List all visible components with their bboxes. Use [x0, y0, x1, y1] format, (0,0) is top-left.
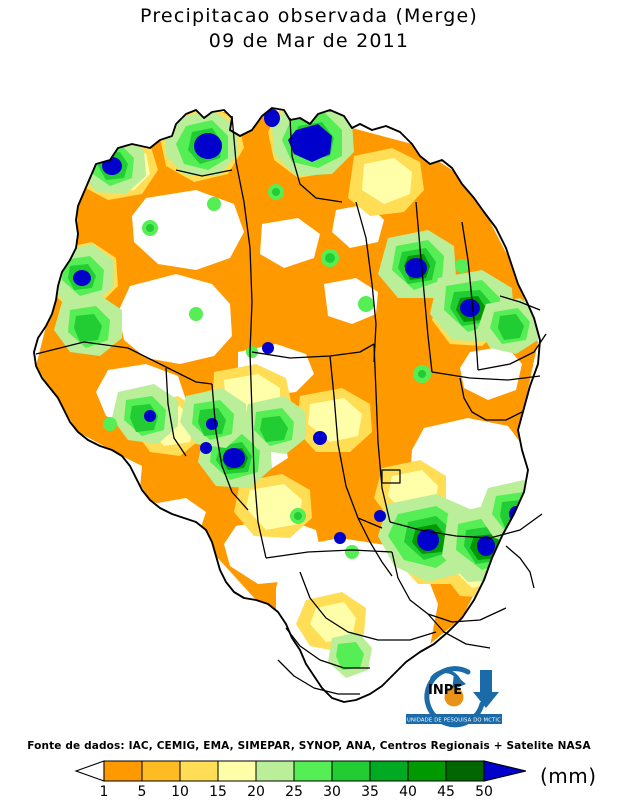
precipitation-map [0, 52, 618, 732]
colorbar-tick: 40 [399, 784, 417, 798]
colorbar-ticks: 1 5 10 15 20 25 30 35 40 45 50 [100, 784, 493, 798]
data-source-text: Fonte de dados: IAC, CEMIG, EMA, SIMEPAR… [27, 740, 591, 752]
colorbar-tick: 45 [437, 784, 455, 798]
colorbar-tick: 35 [361, 784, 379, 798]
brazil-outline [33, 107, 541, 703]
colorbar-tick: 20 [247, 784, 265, 798]
logo-wordmark: INPE [428, 683, 462, 698]
colorbar-unit-label: (mm) [540, 764, 597, 788]
legend-block: Fonte de dados: IAC, CEMIG, EMA, SIMEPAR… [0, 740, 618, 798]
colorbar-tick: 50 [475, 784, 493, 798]
colorbar-tick: 5 [138, 784, 147, 798]
inpe-logo: INPE UNIDADE DE PESQUISA DO MCTIC [396, 652, 512, 728]
colorbar-under-arrow [74, 760, 105, 782]
page-title: Precipitacao observada (Merge) [140, 5, 478, 27]
logo-orange-sphere [444, 687, 464, 707]
state-borders [35, 115, 547, 695]
colorbar-over-arrow [483, 760, 527, 782]
logo-tagline: UNIDADE DE PESQUISA DO MCTIC [407, 718, 501, 724]
colorbar-tick: 1 [100, 784, 109, 798]
colorbar-tick: 25 [285, 784, 303, 798]
title-block: Precipitacao observada (Merge) 09 de Mar… [0, 4, 618, 54]
colorbar-tick: 10 [171, 784, 189, 798]
logo-inner-arrowhead [452, 674, 466, 690]
logo-banner [406, 714, 502, 724]
inpe-logo-svg: INPE UNIDADE DE PESQUISA DO MCTIC [406, 666, 502, 728]
colorbar-tick: 30 [323, 784, 341, 798]
colorbar-svg: 1 5 10 15 20 25 30 35 40 45 50 [74, 760, 527, 798]
logo-up-arrow [473, 670, 499, 708]
colorbar-bands [103, 760, 485, 782]
colorbar: 1 5 10 15 20 25 30 35 40 45 50 [74, 760, 544, 798]
page-subtitle-date: 09 de Mar de 2011 [208, 30, 410, 52]
map-svg [0, 52, 618, 732]
colorbar-tick: 15 [209, 784, 227, 798]
